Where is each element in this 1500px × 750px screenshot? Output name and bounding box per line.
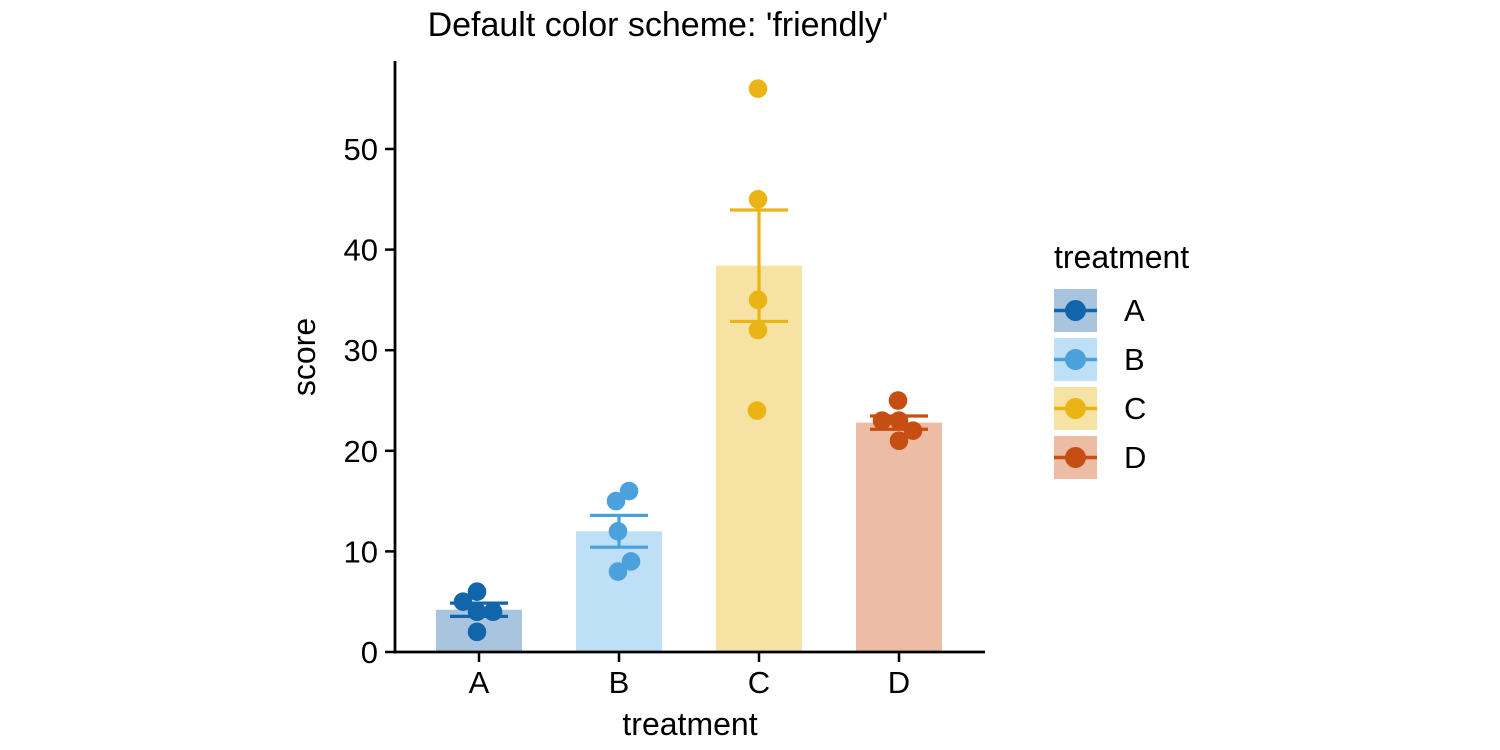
legend-marker-dot: [1065, 349, 1086, 370]
chart-title: Default color scheme: 'friendly': [428, 6, 889, 44]
legend-entry: A: [1054, 289, 1146, 332]
legend-marker-dot: [1065, 447, 1086, 468]
x-tick-label: D: [888, 665, 910, 700]
legend-entry: B: [1054, 338, 1146, 381]
legend-entry-label: D: [1124, 439, 1147, 475]
legend-marker-dot: [1065, 300, 1086, 321]
x-tick-label: B: [609, 665, 630, 700]
data-point: [889, 411, 909, 430]
data-point: [608, 562, 628, 581]
y-tick-label: 30: [344, 333, 378, 368]
data-point: [748, 79, 768, 98]
legend-entry-label: C: [1124, 390, 1147, 426]
data-point: [872, 411, 892, 430]
data-point: [467, 602, 487, 622]
legend-entry-label: B: [1124, 341, 1145, 377]
legend-title: treatment: [1054, 239, 1190, 275]
data-point: [467, 622, 487, 642]
y-axis-label: score: [286, 318, 322, 396]
data-point: [747, 401, 767, 420]
y-tick-label: 10: [344, 534, 378, 569]
data-point: [483, 602, 503, 622]
data-point: [903, 421, 923, 440]
x-tick-label: C: [748, 665, 770, 700]
data-point: [621, 552, 641, 571]
legend-swatch: [1054, 289, 1097, 332]
legend-entry: D: [1054, 436, 1146, 479]
x-tick-label: A: [469, 665, 490, 700]
legend-entry: C: [1054, 387, 1146, 430]
x-axis-label: treatment: [622, 706, 757, 742]
legend-marker-dot: [1065, 398, 1086, 419]
plot-area: 0 10 20 30 40 50 A B C D: [344, 61, 985, 700]
data-point: [619, 481, 639, 501]
data-point: [748, 190, 768, 209]
bar: [576, 531, 662, 652]
data-point: [467, 582, 487, 601]
legend-entry-label: A: [1124, 292, 1145, 328]
data-point: [606, 491, 626, 511]
data-point: [748, 290, 768, 310]
legend-swatch: [1054, 436, 1097, 479]
y-tick-label: 20: [344, 434, 378, 469]
y-tick-label: 40: [344, 233, 378, 268]
data-point: [748, 320, 768, 340]
bar: [856, 422, 942, 652]
data-point: [453, 592, 473, 611]
legend-swatch: [1054, 338, 1097, 381]
data-point: [889, 431, 909, 451]
data-point: [888, 391, 908, 410]
legend-swatch: [1054, 387, 1097, 430]
y-tick-label: 0: [361, 635, 378, 670]
data-point: [608, 521, 628, 541]
y-tick-label: 50: [344, 132, 378, 167]
